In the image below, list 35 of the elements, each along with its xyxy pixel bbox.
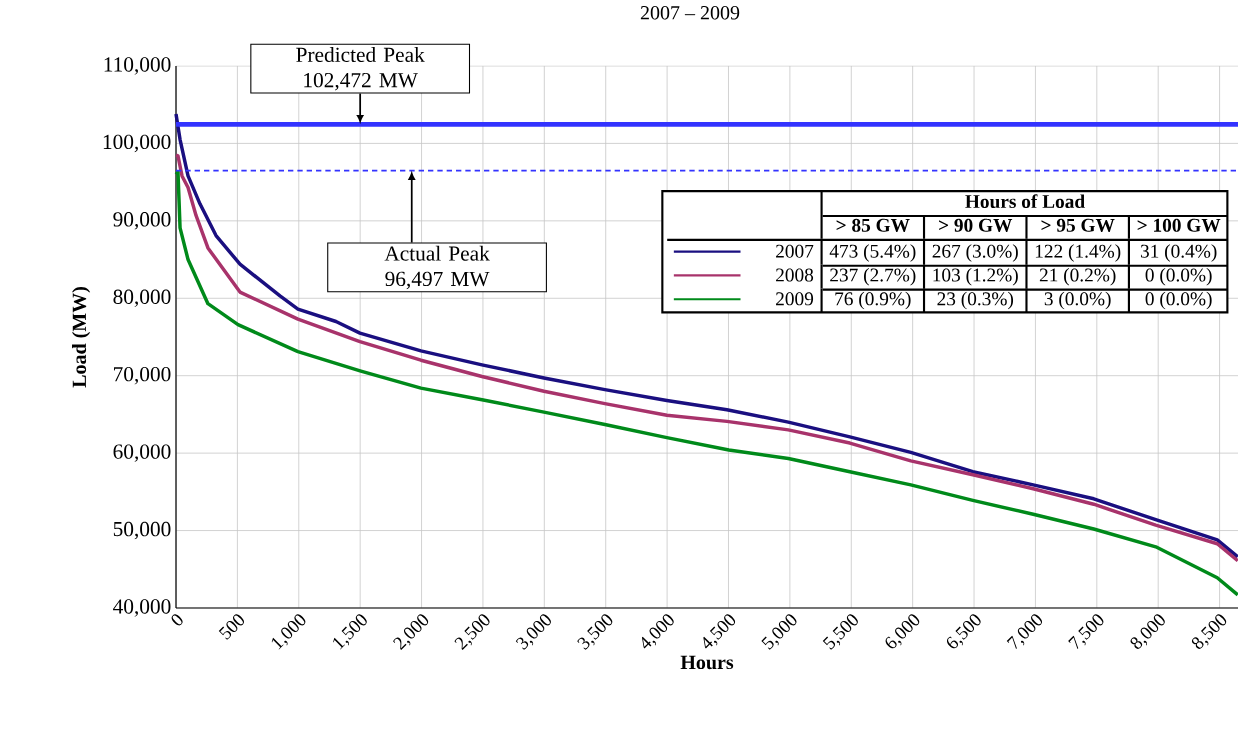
y-tick-label: 60,000 [113,444,171,462]
y-axis-title: Load (MW) [72,287,91,388]
annotation: 0 (0.0%) [1145,267,1212,286]
annotation: 267 (3.0%) [932,244,1018,262]
annotation: 103 (1.2%) [933,267,1018,286]
annotation: 21 (0.2%) [1039,267,1116,286]
chart-title: 2007 – 2009 [640,6,740,20]
y-tick-label: 40,000 [113,599,171,617]
y-tick-label: 90,000 [113,212,171,230]
annotation: 473 (5.4%) [829,244,916,262]
y-tick-label: 100,000 [103,134,171,153]
x-tick-label: 0 [171,614,183,626]
annotation: Actual Peak 96,497 MW [384,245,490,290]
legend-label: 2009 [776,292,814,306]
annotation: 122 (1.4%) [1035,244,1121,262]
annotation: > 95 GW [1041,218,1115,232]
annotation: 31 (0.4%) [1140,244,1217,262]
annotation: > 100 GW [1137,218,1221,232]
annotation: 237 (2.7%) [830,267,916,286]
x-tick-label: 500 [218,614,245,640]
annotation: > 90 GW [939,218,1013,232]
annotation: 3 (0.0%) [1044,291,1111,310]
annotation: 23 (0.3%) [937,291,1014,310]
annotation: > 85 GW [836,218,910,232]
annotation: 0 (0.0%) [1145,291,1212,310]
legend-label: 2007 [776,244,814,258]
legend-label: 2008 [776,268,814,282]
y-tick-label: 80,000 [113,289,171,308]
y-tick-label: 50,000 [113,521,171,540]
x-axis-title: Hours [680,655,734,670]
annotation: Predicted Peak 102,472 MW [296,46,425,91]
annotation: 76 (0.9%) [835,291,911,310]
y-tick-label: 70,000 [114,366,171,385]
annotation: Hours of Load [965,194,1085,209]
y-tick-label: 110,000 [104,57,171,75]
